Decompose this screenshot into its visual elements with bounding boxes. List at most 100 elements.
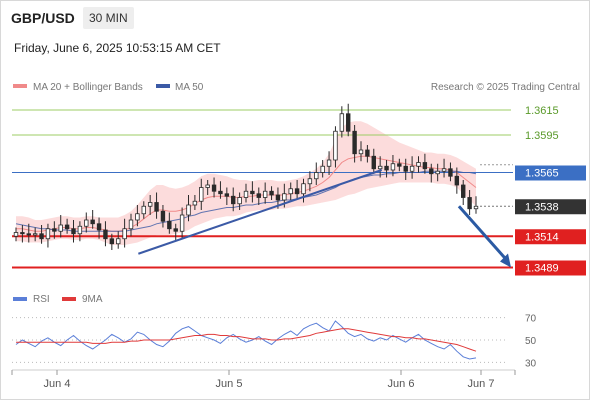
rsi-tick-50: 50 bbox=[525, 336, 537, 347]
candle-body bbox=[179, 214, 185, 232]
trendlines bbox=[138, 169, 511, 268]
level-label-1.3514: 1.3514 bbox=[525, 231, 559, 243]
legend-rsi: RSI bbox=[33, 294, 50, 305]
candle-body bbox=[13, 232, 19, 237]
candle-body bbox=[243, 190, 249, 198]
candle-body bbox=[326, 159, 332, 167]
candle-body bbox=[429, 168, 434, 175]
level-box-1.3514 bbox=[515, 229, 586, 245]
level-box-1.3538 bbox=[515, 199, 586, 215]
candle-body bbox=[403, 165, 408, 172]
timestamp: Friday, June 6, 2025 10:53:15 AM CET bbox=[14, 41, 221, 55]
candle-body bbox=[122, 228, 127, 240]
legend-rsi-ma: 9MA bbox=[82, 294, 103, 305]
candle-body bbox=[390, 163, 396, 171]
candle-body bbox=[167, 220, 172, 230]
candle-body bbox=[416, 162, 421, 167]
candle-body bbox=[218, 190, 223, 195]
candle-body bbox=[339, 113, 345, 132]
candle-body bbox=[52, 228, 57, 232]
candle-body bbox=[58, 224, 63, 232]
candle-body bbox=[365, 149, 370, 157]
level-label-1.3615: 1.3615 bbox=[525, 105, 559, 117]
rsi-line bbox=[15, 320, 477, 360]
candle-body bbox=[32, 233, 38, 236]
trendline bbox=[138, 169, 383, 255]
rsi-ma-line bbox=[16, 328, 477, 352]
candle-body bbox=[473, 205, 479, 210]
timeframe-badge[interactable]: 30 MIN bbox=[83, 7, 134, 29]
candle-body bbox=[141, 205, 146, 215]
candle-body bbox=[461, 184, 466, 198]
candle-body bbox=[26, 233, 31, 236]
candle-body bbox=[237, 197, 242, 205]
candle-body bbox=[154, 202, 159, 212]
candle-body bbox=[64, 224, 70, 230]
candle-body bbox=[454, 175, 460, 186]
candle-body bbox=[307, 178, 313, 185]
candle-body bbox=[96, 223, 102, 231]
level-label-1.3565: 1.3565 bbox=[525, 168, 559, 180]
legend-ma20: MA 20 + Bollinger Bands bbox=[33, 82, 143, 93]
candle-body bbox=[45, 228, 51, 240]
candle-body bbox=[250, 190, 255, 195]
candle-body bbox=[377, 165, 383, 170]
candle-body bbox=[71, 228, 76, 235]
candle-body bbox=[256, 193, 261, 198]
x-tick-label: Jun 4 bbox=[44, 378, 71, 390]
legend-ma50-swatch bbox=[156, 84, 170, 88]
candle-body bbox=[84, 219, 89, 227]
x-tick-label: Jun 7 bbox=[468, 378, 495, 390]
level-label-1.3538: 1.3538 bbox=[525, 201, 559, 213]
legend-rsi-ma-swatch bbox=[62, 297, 76, 301]
candle-body bbox=[409, 165, 415, 172]
x-axis: Jun 4 Jun 5 Jun 6 Jun 7 bbox=[11, 369, 516, 390]
candle-body bbox=[441, 168, 447, 172]
candle-body bbox=[371, 155, 376, 170]
candle-body bbox=[224, 193, 230, 197]
candle-body bbox=[205, 184, 210, 188]
candle-body bbox=[77, 225, 83, 235]
candle-body bbox=[275, 194, 281, 201]
projection-arrowhead bbox=[500, 253, 511, 268]
candle-body bbox=[320, 165, 325, 173]
candle-body bbox=[173, 228, 178, 232]
symbol-title: GBP/USD bbox=[11, 10, 75, 26]
candle-body bbox=[199, 187, 204, 202]
candle-body bbox=[352, 130, 357, 155]
legend-ma50: MA 50 bbox=[175, 82, 204, 93]
x-tick-label: Jun 6 bbox=[388, 378, 415, 390]
level-label-1.3595: 1.3595 bbox=[525, 130, 559, 142]
candle-body bbox=[135, 213, 140, 221]
level-labels: 1.3615 1.3595 1.3565 1.3538 1.3514 1.3489 bbox=[515, 105, 586, 276]
rsi-panel: 70 50 30 bbox=[12, 314, 537, 369]
x-tick-label: Jun 5 bbox=[216, 378, 243, 390]
candle-body bbox=[231, 195, 236, 205]
legend-rsi-swatch bbox=[13, 297, 27, 301]
candle-body bbox=[109, 238, 115, 245]
candlesticks bbox=[13, 103, 479, 250]
candle-body bbox=[288, 188, 293, 195]
candle-body bbox=[346, 113, 351, 132]
candle-body bbox=[103, 229, 108, 240]
projection-arrow bbox=[457, 205, 510, 263]
candle-body bbox=[39, 233, 44, 240]
candle-body bbox=[294, 188, 300, 195]
candle-body bbox=[384, 165, 389, 171]
candle-body bbox=[358, 149, 364, 155]
candle-body bbox=[397, 163, 402, 167]
level-box-1.3565 bbox=[515, 165, 586, 181]
candle-body bbox=[422, 162, 428, 170]
candle-body bbox=[301, 183, 306, 195]
credit: Research © 2025 Trading Central bbox=[431, 82, 580, 93]
level-label-1.3489: 1.3489 bbox=[525, 263, 559, 275]
level-box-1.3489 bbox=[515, 260, 586, 276]
candle-body bbox=[435, 170, 440, 175]
candle-body bbox=[282, 193, 287, 201]
legend-ma20-swatch bbox=[13, 84, 27, 88]
candle-body bbox=[90, 219, 95, 225]
rsi-tick-70: 70 bbox=[525, 314, 537, 325]
candle-body bbox=[333, 130, 338, 161]
candle-body bbox=[186, 204, 191, 216]
